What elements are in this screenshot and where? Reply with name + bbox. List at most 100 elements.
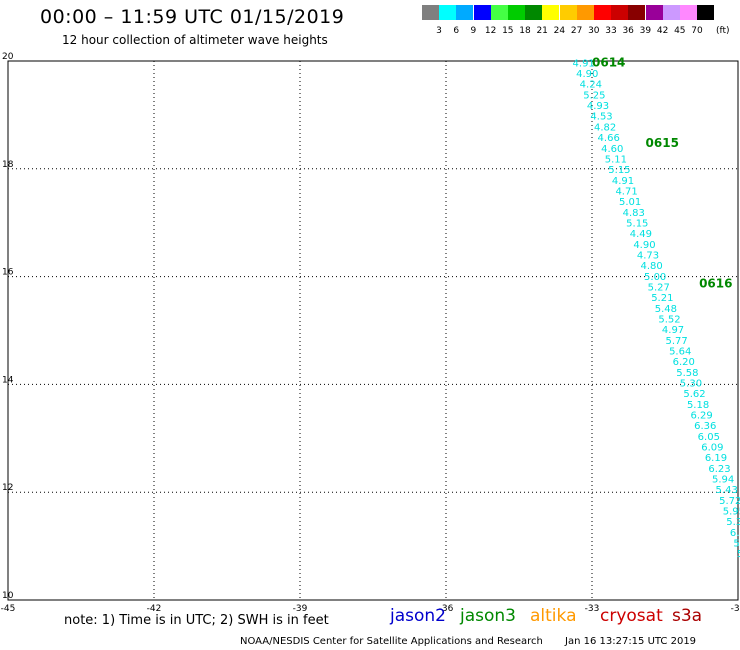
- swh-value-label: 4.60: [601, 144, 623, 155]
- x-tick-label: -39: [293, 604, 308, 614]
- plot-frame: [7, 60, 739, 601]
- legend-label: 33: [605, 26, 617, 36]
- legend-label: 70: [691, 26, 703, 36]
- legend-label: 3: [436, 26, 442, 36]
- legend-swatch: [473, 5, 491, 20]
- swh-value-label: 6.23: [708, 464, 730, 475]
- swh-value-label: 4.66: [598, 133, 620, 144]
- swh-value-label: 5.27: [648, 282, 670, 293]
- swh-value-label: 5.3: [726, 517, 740, 528]
- legend-swatch: [697, 5, 715, 20]
- swh-value-label: 5.: [737, 549, 740, 560]
- legend-label: 12: [484, 26, 497, 36]
- x-tick-label: -30: [731, 604, 740, 614]
- y-tick-label: 18: [2, 160, 14, 170]
- legend-swatch: [680, 5, 697, 20]
- x-tick-label: -36: [439, 604, 454, 614]
- generated-timestamp: Jan 16 13:27:15 UTC 2019: [565, 636, 697, 647]
- swh-value-label: 5.30: [680, 378, 702, 389]
- swh-value-label: 5.64: [669, 346, 691, 357]
- x-tick-label: -42: [147, 604, 162, 614]
- swh-value-label: 5.95: [723, 507, 740, 518]
- satellite-jason2: jason2: [390, 606, 446, 626]
- swh-value-label: 5.18: [687, 400, 709, 411]
- legend-swatch: [490, 5, 508, 20]
- swh-value-label: 5.52: [658, 314, 680, 325]
- credit-line: NOAA/NESDIS Center for Satellite Applica…: [240, 636, 543, 647]
- legend-swatch: [576, 5, 594, 20]
- swh-value-label: 6.36: [694, 421, 716, 432]
- swh-value-label: 5.11: [605, 154, 627, 165]
- swh-value-label: 5.: [733, 539, 740, 550]
- swh-value-label: 4.91: [612, 176, 634, 187]
- legend-label: 6: [453, 26, 460, 36]
- legend-label: 24: [553, 26, 566, 36]
- swh-value-label: 6.09: [701, 443, 723, 454]
- legend-label: 42: [656, 26, 669, 36]
- y-tick-label: 16: [2, 268, 14, 278]
- footnote: note: 1) Time is in UTC; 2) SWH is in fe…: [64, 613, 329, 628]
- swh-value-label: 5.15: [608, 165, 630, 176]
- swh-value-label: 5.58: [676, 368, 698, 379]
- legend-swatch: [594, 5, 611, 20]
- legend-swatch: [645, 5, 663, 20]
- y-tick-label: 10: [2, 591, 14, 601]
- swh-value-label: 4.80: [640, 261, 662, 272]
- swh-value-label: 4.97: [662, 325, 684, 336]
- swh-value-label: 4.90: [576, 69, 598, 80]
- legend-units: (ft): [716, 26, 730, 36]
- legend-label: 39: [639, 26, 652, 36]
- pass-time-label: 0615: [646, 136, 679, 150]
- swh-value-label: 5.00: [644, 272, 666, 283]
- swh-value-label: 4.91: [573, 58, 595, 69]
- swh-value-label: 6.0: [730, 528, 740, 539]
- legend-swatch: [508, 5, 525, 20]
- satellite-cryosat: cryosat: [600, 606, 663, 626]
- swh-value-label: 5.48: [655, 304, 677, 315]
- legend-swatch: [611, 5, 629, 20]
- legend-swatch: [439, 5, 457, 20]
- swh-value-label: 4.53: [590, 112, 612, 123]
- legend-label: 36: [622, 26, 634, 36]
- swh-value-label: 5.43: [716, 485, 738, 496]
- swh-value-label: 4.71: [615, 186, 637, 197]
- swh-value-label: 4.83: [623, 208, 645, 219]
- pass-time-label: 0614: [592, 55, 625, 69]
- swh-value-label: 4.24: [580, 80, 602, 91]
- legend-label: 27: [570, 26, 583, 36]
- legend-swatch: [628, 5, 646, 20]
- satellite-altika: altika: [530, 606, 577, 626]
- chart-subtitle: 12 hour collection of altimeter wave hei…: [62, 33, 328, 47]
- legend-swatch: [422, 5, 439, 20]
- legend-label: 9: [470, 26, 477, 36]
- y-tick-label: 14: [2, 375, 14, 385]
- swh-value-label: 5.72: [719, 496, 740, 507]
- legend-swatch: [525, 5, 543, 20]
- swh-value-label: 5.62: [683, 389, 705, 400]
- swh-value-label: 4.82: [594, 122, 616, 133]
- swh-value-label: 6.19: [705, 453, 727, 464]
- y-tick-label: 12: [2, 483, 13, 493]
- legend-label: 18: [519, 26, 531, 36]
- pass-time-label: 0616: [699, 276, 732, 290]
- legend-label: 45: [674, 26, 686, 36]
- legend-swatch: [456, 5, 474, 20]
- legend-label: 30: [588, 26, 600, 36]
- y-tick-label: 20: [2, 52, 14, 62]
- swh-value-label: 4.73: [637, 250, 659, 261]
- swh-value-label: 5.01: [619, 197, 641, 208]
- swh-value-label: 5.15: [626, 218, 648, 229]
- x-tick-label: -45: [1, 604, 16, 614]
- legend-swatch: [662, 5, 680, 20]
- swh-value-label: 5.21: [651, 293, 673, 304]
- swh-value-label: 4.90: [633, 240, 655, 251]
- swh-value-label: 6.20: [673, 357, 695, 368]
- swh-value-label: 4.93: [587, 101, 609, 112]
- swh-value-label: 4.49: [630, 229, 652, 240]
- legend-label: 15: [502, 26, 514, 36]
- swh-value-label: 6.29: [691, 411, 713, 422]
- swh-value-label: 5.77: [665, 336, 687, 347]
- legend-swatch: [542, 5, 560, 20]
- legend-label: 21: [536, 26, 548, 36]
